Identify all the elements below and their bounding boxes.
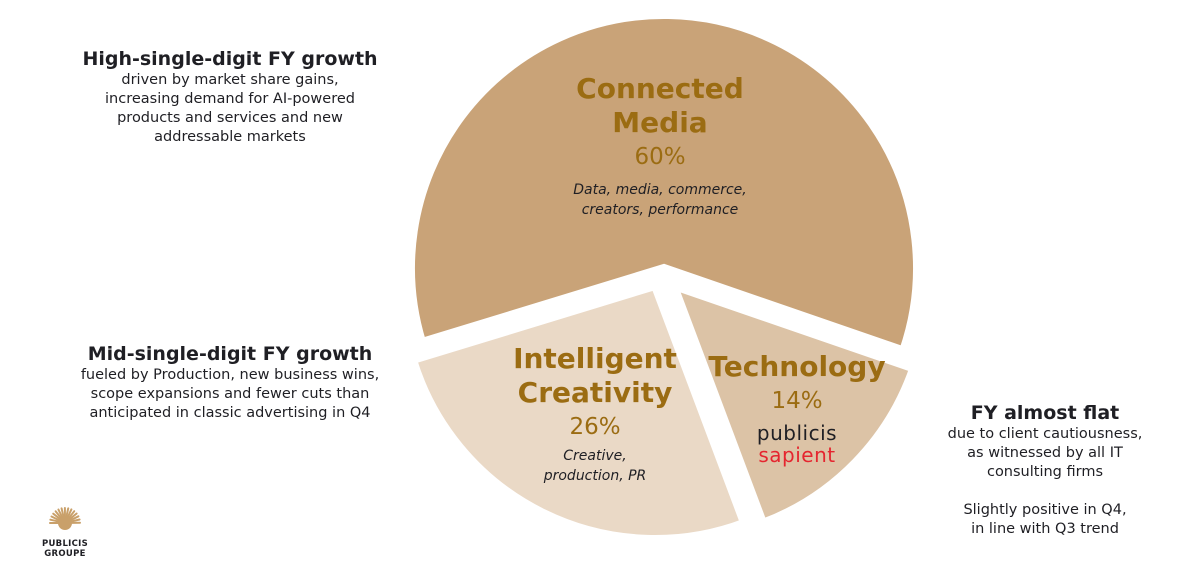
- publicis-sapient-logo-publicis: publicis: [756, 421, 838, 445]
- connected-media-note-line: driven by market share gains,: [121, 72, 339, 88]
- connected-media-name: Media: [612, 106, 708, 139]
- logo-text-line1: PUBLICIS: [41, 539, 89, 549]
- technology-note-line: as witnessed by all IT: [967, 445, 1123, 461]
- connected-media-description: Data, media, commerce,: [573, 182, 747, 198]
- technology-label: Technology 14% publicis sapient: [702, 350, 892, 466]
- technology-note-line: due to client cautiousness,: [947, 426, 1143, 442]
- intelligent-creativity-note: Mid-single-digit FY growth fueled by Pro…: [40, 343, 420, 423]
- slice-connected-media: [407, 11, 921, 356]
- intelligent-creativity-description: production, PR: [543, 468, 647, 484]
- technology-note: FY almost flat due to client cautiousnes…: [930, 402, 1160, 539]
- connected-media-note-line: increasing demand for AI-powered: [105, 91, 355, 107]
- connected-media-percent: 60%: [634, 144, 686, 170]
- connected-media-note-line: products and services and new: [117, 110, 343, 126]
- intelligent-creativity-name: Creativity: [517, 376, 673, 409]
- intelligent-creativity-note-line: fueled by Production, new business wins,: [80, 367, 380, 383]
- intelligent-creativity-label: Intelligent Creativity 26% Creative, pro…: [490, 342, 700, 486]
- slice-technology: [667, 279, 919, 528]
- intelligent-creativity-description: Creative,: [563, 448, 627, 464]
- technology-note-heading: FY almost flat: [970, 402, 1120, 424]
- publicis-groupe-logo: PUBLICIS GROUPE: [36, 505, 94, 559]
- connected-media-name: Connected: [576, 72, 744, 105]
- connected-media-note: High-single-digit FY growth driven by ma…: [60, 48, 400, 147]
- technology-percent: 14%: [771, 388, 823, 414]
- connected-media-description: creators, performance: [581, 202, 739, 218]
- logo-text-line2: GROUPE: [44, 549, 86, 559]
- technology-name: Technology: [708, 350, 886, 383]
- intelligent-creativity-note-line: scope expansions and fewer cuts than: [90, 386, 370, 402]
- connected-media-label: Connected Media 60% Data, media, commerc…: [530, 72, 790, 220]
- intelligent-creativity-percent: 26%: [569, 414, 621, 440]
- publicis-sapient-logo-sapient: sapient: [758, 443, 836, 467]
- intelligent-creativity-note-line: anticipated in classic advertising in Q4: [89, 405, 371, 421]
- technology-note-spacer: [930, 482, 1160, 501]
- technology-note-line: Slightly positive in Q4,: [963, 502, 1127, 518]
- lion-emblem-icon: [49, 507, 81, 530]
- technology-note-line: consulting firms: [986, 464, 1104, 480]
- connected-media-note-line: addressable markets: [154, 129, 306, 145]
- intelligent-creativity-name: Intelligent: [513, 342, 677, 375]
- slice-intelligent-creativity: [408, 281, 750, 543]
- connected-media-note-heading: High-single-digit FY growth: [82, 48, 378, 70]
- intelligent-creativity-note-heading: Mid-single-digit FY growth: [87, 343, 373, 365]
- technology-note-line: in line with Q3 trend: [971, 521, 1119, 537]
